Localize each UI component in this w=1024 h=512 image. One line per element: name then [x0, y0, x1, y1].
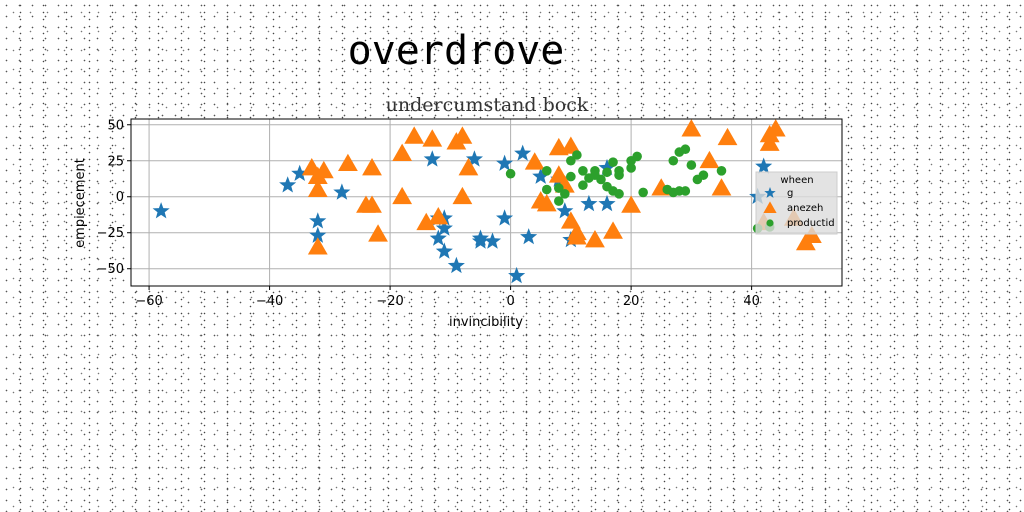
data-point-circle	[506, 169, 516, 179]
x-tick-label: 0	[506, 294, 514, 309]
y-tick-label: −50	[97, 262, 124, 277]
y-tick-label: 50	[107, 118, 124, 133]
y-tick-label: 0	[116, 190, 124, 205]
legend-label: g	[787, 188, 793, 199]
y-axis-label: empiecement	[73, 158, 88, 248]
legend-title: wheen	[780, 175, 813, 186]
data-point-circle	[687, 160, 697, 170]
legend: wheen g anezeh productid	[756, 172, 837, 234]
x-tick-label: 20	[623, 294, 640, 309]
data-point-circle	[668, 156, 678, 166]
data-point-circle	[681, 144, 691, 154]
data-point-circle	[632, 152, 642, 162]
data-point-circle	[638, 188, 648, 198]
data-point-circle	[699, 170, 709, 180]
data-point-circle	[602, 167, 612, 177]
data-point-circle	[626, 163, 636, 173]
data-point-circle	[542, 166, 552, 176]
y-tick-label: 25	[107, 154, 124, 169]
legend-label: anezeh	[787, 203, 823, 214]
data-point-circle	[717, 166, 727, 176]
data-point-circle	[590, 166, 600, 176]
data-point-circle	[560, 189, 570, 199]
x-axis-label: invincibility	[449, 315, 523, 330]
x-tick-label: −60	[135, 294, 162, 309]
legend-marker-circle	[766, 219, 773, 226]
data-point-circle	[608, 157, 618, 167]
chart-title: undercumstand bock	[386, 94, 589, 116]
data-point-circle	[572, 150, 582, 160]
legend-label: productid	[787, 218, 835, 229]
x-tick-label: −40	[256, 294, 283, 309]
chart-suptitle: overdrove	[348, 28, 565, 74]
data-point-circle	[542, 185, 552, 195]
data-point-circle	[681, 186, 691, 196]
data-point-circle	[566, 172, 576, 182]
data-point-circle	[614, 189, 624, 199]
x-tick-label: −20	[376, 294, 403, 309]
data-point-circle	[614, 166, 624, 176]
y-tick-label: −25	[97, 226, 124, 241]
x-tick-label: 40	[743, 294, 760, 309]
